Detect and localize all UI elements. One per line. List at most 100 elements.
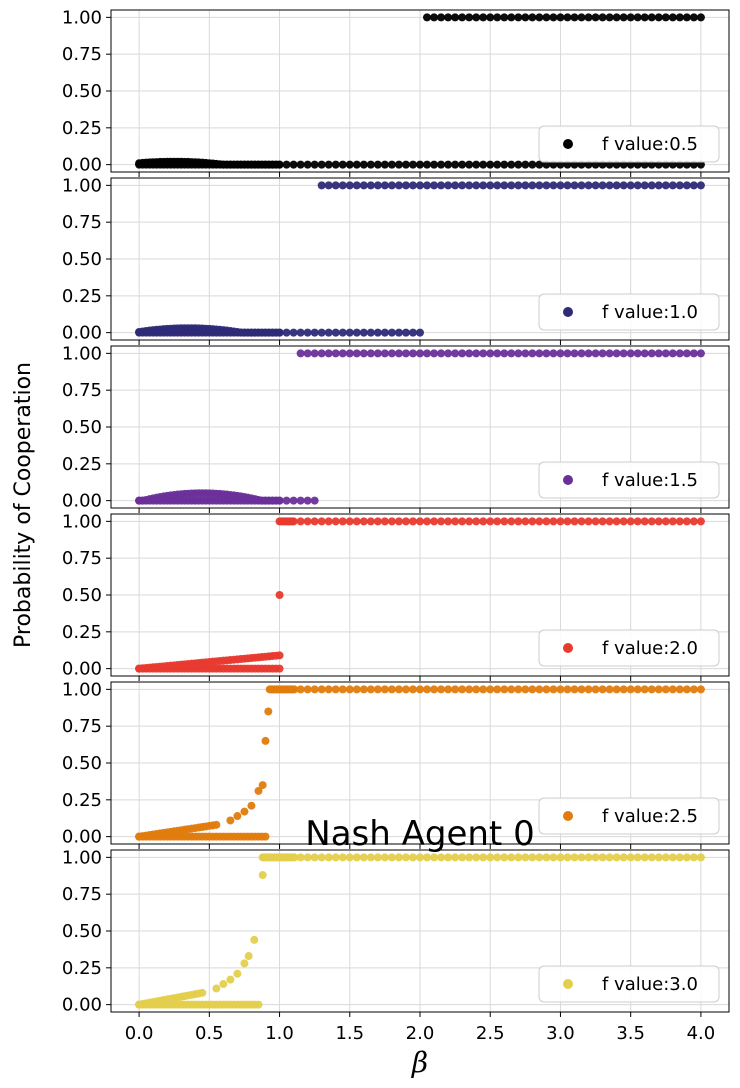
y-tick-label: 1.00 — [62, 175, 102, 196]
data-point — [290, 685, 299, 694]
data-point — [633, 181, 642, 190]
x-tick-label: 1.0 — [265, 1023, 294, 1044]
data-point — [408, 517, 417, 526]
y-tick-label: 0.00 — [62, 827, 102, 848]
y-tick-label: 0.75 — [62, 716, 102, 737]
y-tick-label: 1.00 — [62, 847, 102, 868]
data-point — [535, 517, 544, 526]
data-point — [317, 328, 326, 337]
panel-2: 0.00 0.25 0.50 0.75 1.00 f value:1.0 — [62, 175, 730, 345]
data-point — [394, 328, 403, 337]
data-point — [331, 160, 340, 169]
data-point — [479, 685, 488, 694]
data-point — [619, 13, 628, 22]
data-point — [689, 181, 698, 190]
data-point — [401, 160, 410, 169]
data-point — [352, 181, 361, 190]
data-point — [577, 685, 586, 694]
data-point — [401, 349, 410, 358]
data-point — [612, 685, 621, 694]
data-point — [661, 181, 670, 190]
data-point — [493, 13, 502, 22]
data-point — [352, 685, 361, 694]
data-point — [570, 853, 579, 862]
data-point — [619, 349, 628, 358]
data-point — [577, 13, 586, 22]
data-point — [528, 853, 537, 862]
legend: f value:2.5 — [538, 797, 720, 835]
data-point — [430, 853, 439, 862]
data-point — [549, 13, 558, 22]
data-point — [430, 13, 439, 22]
data-point — [633, 853, 642, 862]
data-point — [437, 181, 446, 190]
data-point — [359, 685, 368, 694]
data-point — [296, 685, 305, 694]
legend-box — [538, 629, 720, 667]
data-point — [521, 349, 530, 358]
data-point — [366, 328, 375, 337]
data-point — [640, 160, 649, 169]
data-point — [549, 517, 558, 526]
data-point — [619, 160, 628, 169]
data-point — [514, 853, 523, 862]
data-point — [563, 517, 572, 526]
y-tick-label: 0.75 — [62, 548, 102, 569]
data-point — [380, 349, 389, 358]
data-point — [507, 181, 516, 190]
data-point — [493, 181, 502, 190]
data-point — [359, 853, 368, 862]
data-point — [612, 13, 621, 22]
y-tick-label: 0.00 — [62, 995, 102, 1016]
data-point — [528, 517, 537, 526]
data-point — [661, 853, 670, 862]
data-point — [408, 160, 417, 169]
data-point — [528, 349, 537, 358]
data-point — [570, 349, 579, 358]
data-point — [479, 517, 488, 526]
data-point — [324, 181, 333, 190]
data-point — [401, 328, 410, 337]
data-point — [359, 328, 368, 337]
data-point — [261, 736, 270, 745]
x-tick-label: 3.0 — [546, 1023, 575, 1044]
data-point — [584, 349, 593, 358]
data-point — [331, 853, 340, 862]
data-point — [598, 13, 607, 22]
data-point — [275, 328, 284, 337]
y-tick-label: 0.75 — [62, 884, 102, 905]
data-point — [654, 685, 663, 694]
data-point — [647, 181, 656, 190]
data-point — [563, 685, 572, 694]
data-point — [338, 349, 347, 358]
data-point — [331, 349, 340, 358]
data-point — [317, 160, 326, 169]
legend-marker — [563, 307, 573, 317]
data-point — [598, 517, 607, 526]
data-point — [240, 959, 249, 968]
data-point — [451, 349, 460, 358]
data-point — [472, 517, 481, 526]
series-points — [135, 349, 705, 505]
data-point — [324, 685, 333, 694]
data-point — [493, 517, 502, 526]
data-point — [507, 517, 516, 526]
data-point — [598, 160, 607, 169]
data-point — [458, 181, 467, 190]
data-point — [310, 496, 319, 505]
data-point — [521, 181, 530, 190]
data-point — [647, 160, 656, 169]
data-point — [486, 13, 495, 22]
data-point — [535, 13, 544, 22]
data-point — [514, 181, 523, 190]
data-point — [458, 517, 467, 526]
data-point — [352, 517, 361, 526]
data-point — [542, 181, 551, 190]
y-tick-label: 0.50 — [62, 753, 102, 774]
data-point — [317, 685, 326, 694]
data-point — [366, 160, 375, 169]
data-point — [584, 685, 593, 694]
data-point — [591, 160, 600, 169]
data-point — [352, 853, 361, 862]
